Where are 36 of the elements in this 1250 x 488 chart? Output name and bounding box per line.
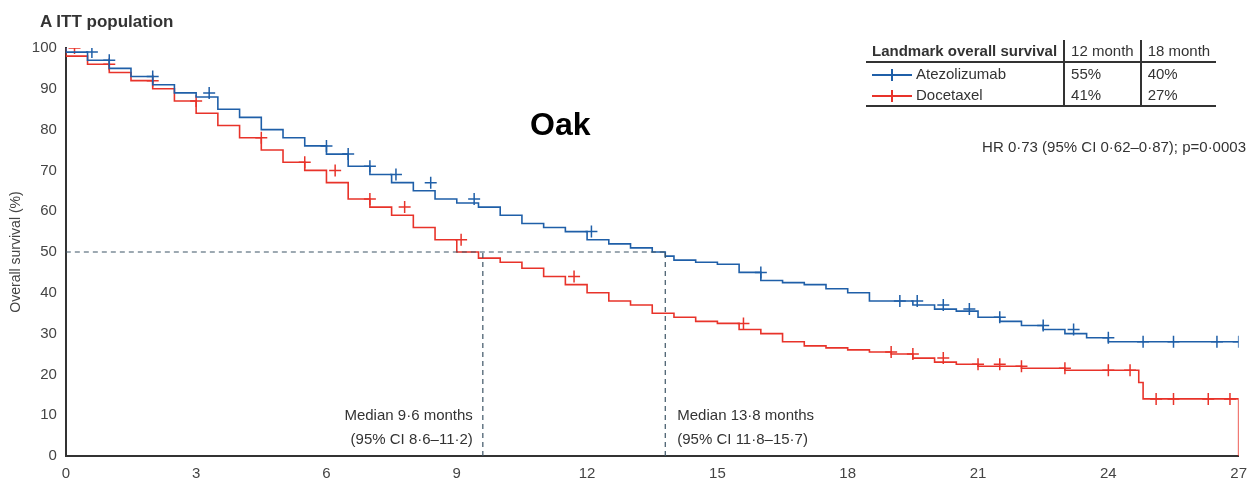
ref-line-label: Median 13·8 months (95% CI 11·8–15·7) bbox=[677, 406, 815, 447]
legend-label: Atezolizumab bbox=[915, 64, 1008, 84]
x-tick-label: 27 bbox=[1230, 464, 1247, 482]
y-tick-label: 20 bbox=[40, 364, 57, 382]
x-tick-label: 6 bbox=[322, 464, 331, 482]
x-tick-label: 15 bbox=[709, 464, 726, 482]
x-tick-label: 21 bbox=[969, 464, 987, 482]
ref-line-label: Median 9·6 months (95% CI 8·6–11·2) bbox=[344, 406, 473, 447]
y-tick-label: 50 bbox=[40, 242, 57, 260]
y-tick-label: 30 bbox=[40, 323, 57, 341]
legend-label: Docetaxel bbox=[866, 84, 1065, 106]
x-tick-label: 18 bbox=[839, 464, 857, 482]
y-tick-label: 100 bbox=[31, 38, 57, 56]
y-tick-label: 40 bbox=[40, 282, 57, 300]
x-tick-label: 9 bbox=[452, 464, 461, 482]
annotation: 55% bbox=[1064, 62, 1141, 84]
x-tick-label: 3 bbox=[191, 464, 201, 482]
annotation: 27% bbox=[1140, 84, 1217, 106]
y-tick-label: 70 bbox=[40, 160, 57, 178]
y-tick-label: 80 bbox=[40, 119, 57, 137]
x-tick-label: 0 bbox=[61, 464, 70, 482]
annotation: 41% bbox=[1064, 84, 1141, 106]
chart-title: A ITT population bbox=[40, 12, 174, 32]
y-tick-label: 90 bbox=[40, 78, 57, 96]
annotation: 12 month bbox=[1064, 40, 1141, 62]
text: Oak bbox=[530, 106, 591, 143]
x-tick-label: 24 bbox=[1100, 464, 1117, 482]
y-tick-label: 10 bbox=[40, 405, 57, 423]
x-tick-label: 12 bbox=[578, 464, 596, 482]
annotation: Landmark overall survival bbox=[866, 40, 1065, 62]
annotation: 40% bbox=[1140, 62, 1217, 84]
annotation: HR 0·73 (95% CI 0·62–0·87); p=0·0003 bbox=[982, 138, 1246, 155]
y-tick-label: 0 bbox=[48, 446, 57, 464]
y-tick-label: 60 bbox=[40, 201, 57, 219]
y-axis-title: Overall survival (%) bbox=[7, 191, 24, 313]
annotation: 18 month bbox=[1140, 40, 1217, 62]
